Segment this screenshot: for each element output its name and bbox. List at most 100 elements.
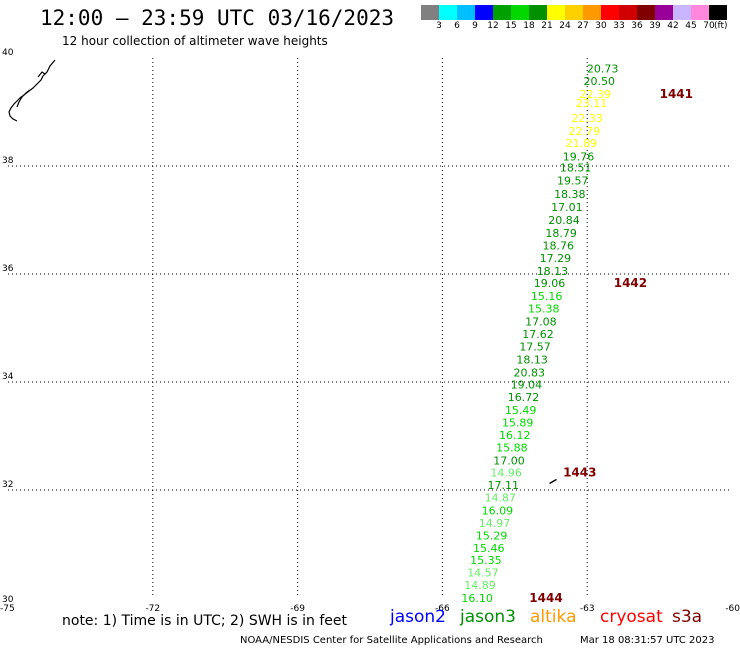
longitude-tick-label: -66	[435, 604, 450, 614]
wave-height-label: 20.73	[587, 62, 619, 75]
wave-height-label: 20.84	[548, 214, 580, 227]
wave-height-label: 18.13	[537, 265, 569, 278]
legend-swatch	[457, 5, 475, 20]
longitude-tick-label: -72	[145, 604, 160, 614]
wave-height-label: 16.12	[499, 429, 531, 442]
coastline	[8, 59, 56, 122]
wave-height-label: 19.06	[534, 277, 566, 290]
legend-swatch	[565, 5, 583, 20]
legend-tick-label: 15	[505, 21, 517, 31]
satellite-legend-item: jason3	[460, 607, 516, 627]
satellite-legend-item: jason2	[390, 607, 446, 627]
legend-swatch	[637, 5, 655, 20]
wave-height-label: 21.89	[566, 137, 598, 150]
wave-height-label: 19.57	[557, 175, 589, 188]
legend-tick-label: 70	[703, 21, 715, 31]
longitude-tick-label: -60	[725, 604, 740, 614]
satellite-legend-item: altika	[530, 607, 577, 627]
wave-height-label: 15.88	[496, 441, 528, 454]
legend-tick-label: 27	[577, 21, 589, 31]
wave-height-label: 18.79	[545, 227, 577, 240]
legend-tick-label: 21	[541, 21, 553, 31]
latitude-tick-label: 34	[2, 372, 14, 382]
longitude-tick-label: -63	[580, 604, 595, 614]
legend-tick-label: 30	[595, 21, 607, 31]
wave-height-label: 17.29	[540, 252, 572, 265]
legend-swatch	[421, 5, 439, 20]
longitude-tick-label: -69	[290, 604, 305, 614]
wave-height-label: 15.46	[473, 542, 505, 555]
legend-tick-label: 24	[559, 21, 571, 31]
latitude-tick-label: 36	[2, 264, 14, 274]
latitude-tick-label: 40	[2, 48, 14, 58]
wave-height-label: 17.01	[551, 201, 583, 214]
page-subtitle: 12 hour collection of altimeter wave hei…	[62, 34, 328, 48]
legend-swatch	[439, 5, 457, 20]
wave-height-label: 16.09	[482, 505, 514, 518]
wave-height-label: 17.08	[525, 316, 557, 329]
wave-height-label: 15.35	[470, 554, 502, 567]
wave-height-label: 15.29	[476, 529, 508, 542]
page-title: 12:00 – 23:59 UTC 03/16/2023	[40, 6, 395, 30]
wave-height-label: 17.57	[519, 340, 551, 353]
legend-swatch	[583, 5, 601, 20]
wave-height-label: 19.04	[511, 379, 543, 392]
satellite-legend-item: s3a	[672, 607, 703, 627]
legend-swatch	[691, 5, 709, 20]
wave-height-label: 16.72	[508, 391, 540, 404]
wave-height-label: 18.76	[542, 239, 574, 252]
wave-height-label: 14.97	[479, 517, 511, 530]
pass-time-label: 1444	[529, 591, 562, 605]
legend-swatch	[511, 5, 529, 20]
legend-tick-label: 42	[667, 21, 679, 31]
legend-tick-label: 33	[613, 21, 625, 31]
latitude-tick-label: 32	[2, 480, 13, 490]
track-marker	[549, 478, 557, 485]
pass-time-label: 1442	[614, 276, 647, 290]
legend-swatch	[601, 5, 619, 20]
wave-height-label: 22.79	[569, 125, 601, 138]
wave-height-label: 15.49	[505, 404, 537, 417]
wave-height-label: 18.38	[554, 188, 586, 201]
wave-height-label: 17.62	[522, 328, 554, 341]
legend-swatch	[529, 5, 547, 20]
wave-height-label: 18.51	[560, 162, 592, 175]
wave-height-label: 15.38	[528, 303, 560, 316]
pass-time-label: 1441	[660, 87, 693, 101]
wave-height-label: 15.16	[531, 290, 563, 303]
wave-height-label: 14.87	[485, 492, 517, 505]
wave-height-label: 14.96	[490, 467, 522, 480]
color-scale-unit: (ft)	[714, 21, 728, 31]
color-scale-legend	[421, 5, 727, 20]
wave-height-label: 17.11	[487, 479, 519, 492]
latitude-tick-label: 38	[2, 156, 14, 166]
wave-height-label: 22.39	[580, 88, 612, 101]
wave-height-label: 14.57	[467, 567, 499, 580]
legend-tick-label: 39	[649, 21, 661, 31]
legend-tick-label: 3	[436, 21, 442, 31]
satellite-legend-item: cryosat	[600, 607, 663, 627]
wave-height-label: 20.50	[584, 75, 616, 88]
legend-tick-label: 45	[685, 21, 697, 31]
wave-height-label: 22.33	[571, 112, 603, 125]
footer-timestamp: Mar 18 08:31:57 UTC 2023	[580, 635, 715, 646]
wave-height-label: 16.10	[461, 592, 493, 605]
footnote: note: 1) Time is in UTC; 2) SWH is in fe…	[62, 613, 348, 629]
legend-tick-label: 6	[454, 21, 460, 31]
wave-height-label: 20.83	[514, 366, 546, 379]
legend-swatch	[493, 5, 511, 20]
wave-height-label: 15.89	[502, 417, 534, 430]
wave-height-label: 23.11	[576, 97, 608, 110]
wave-height-label: 19.76	[563, 150, 595, 163]
legend-tick-label: 12	[487, 21, 499, 31]
latitude-tick-label: 30	[2, 595, 14, 605]
legend-swatch	[547, 5, 565, 20]
longitude-tick-label: -75	[0, 604, 15, 614]
pass-time-label: 1443	[563, 466, 596, 480]
legend-tick-label: 36	[631, 21, 643, 31]
legend-swatch	[619, 5, 637, 20]
legend-tick-label: 18	[523, 21, 535, 31]
legend-swatch	[673, 5, 691, 20]
legend-swatch	[475, 5, 493, 20]
